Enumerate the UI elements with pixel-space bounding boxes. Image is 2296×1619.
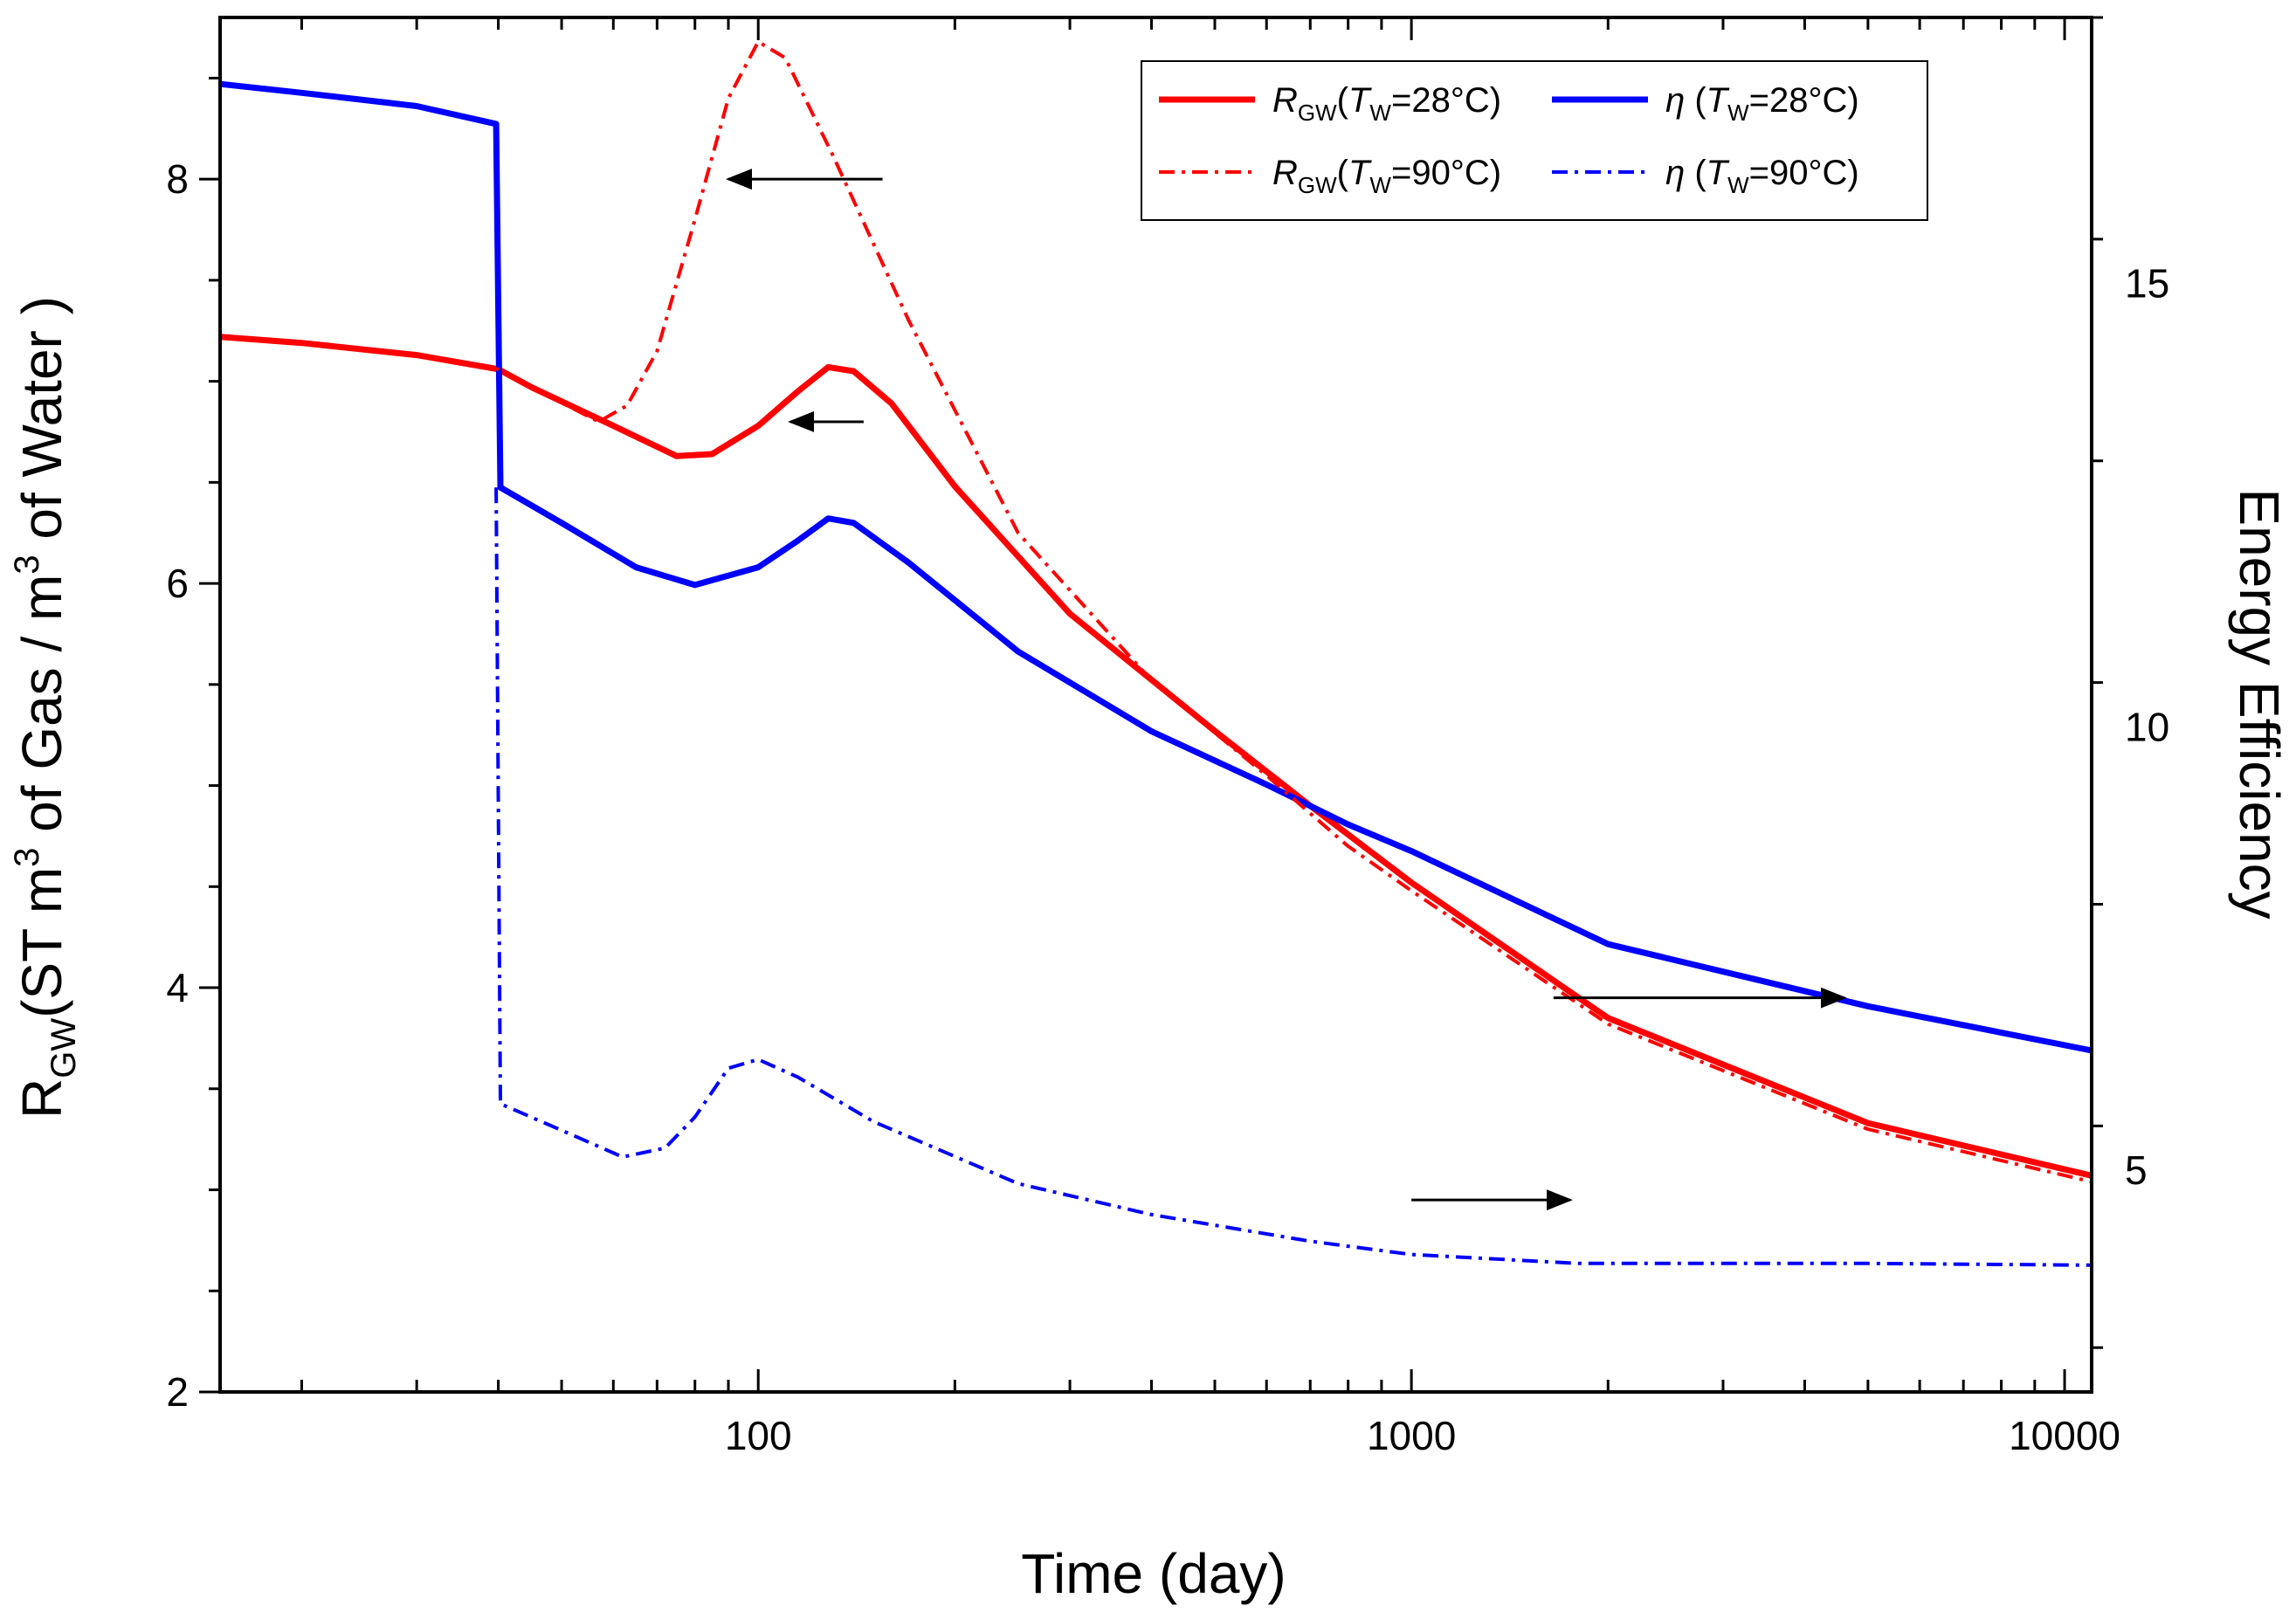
y-right-tick-label: 10	[2125, 704, 2169, 749]
legend-box	[1141, 60, 1928, 221]
y-right-tick-label: 5	[2125, 1147, 2148, 1193]
series-line-rgw90	[219, 39, 2093, 1184]
series-layer	[219, 39, 2093, 1267]
legend-label-eta28: η (TW=28°C)	[1665, 81, 1859, 126]
series-line-eta90	[494, 487, 2093, 1267]
y-left-tick-label: 2	[166, 1369, 189, 1415]
plot-frame	[218, 16, 2093, 1394]
left-axis-title: RGW(ST m3 of Gas / m3 of Water )	[8, 296, 83, 1119]
series-line-rgw28	[219, 334, 2093, 1179]
y-right-tick-label: 15	[2125, 261, 2169, 307]
legend-label-rgw90: RGW(TW=90°C)	[1272, 154, 1501, 198]
series-line-eta28	[219, 80, 2093, 1054]
right-axis-title: Energy Efficiency	[2228, 488, 2291, 919]
y-left-tick-label: 8	[166, 156, 189, 202]
annotation-layer	[725, 169, 1847, 1211]
x-tick-label: 100	[725, 1413, 792, 1458]
x-axis-title: Time (day)	[1021, 1542, 1286, 1605]
y-left-tick-label: 6	[166, 561, 189, 606]
x-tick-label: 10000	[2009, 1413, 2120, 1458]
legend-label-eta90: η (TW=90°C)	[1665, 154, 1859, 198]
ticks-layer: 100 1000 10000 2 4 6 8 5 10 15	[166, 16, 2169, 1458]
x-tick-label: 1000	[1367, 1413, 1456, 1458]
y-left-tick-label: 4	[166, 965, 189, 1010]
legend: RGW(TW=28°C) η (TW=28°C) RGW(TW=90°C) η (TW…	[1141, 60, 1928, 221]
legend-label-rgw28: RGW(TW=28°C)	[1272, 81, 1501, 126]
